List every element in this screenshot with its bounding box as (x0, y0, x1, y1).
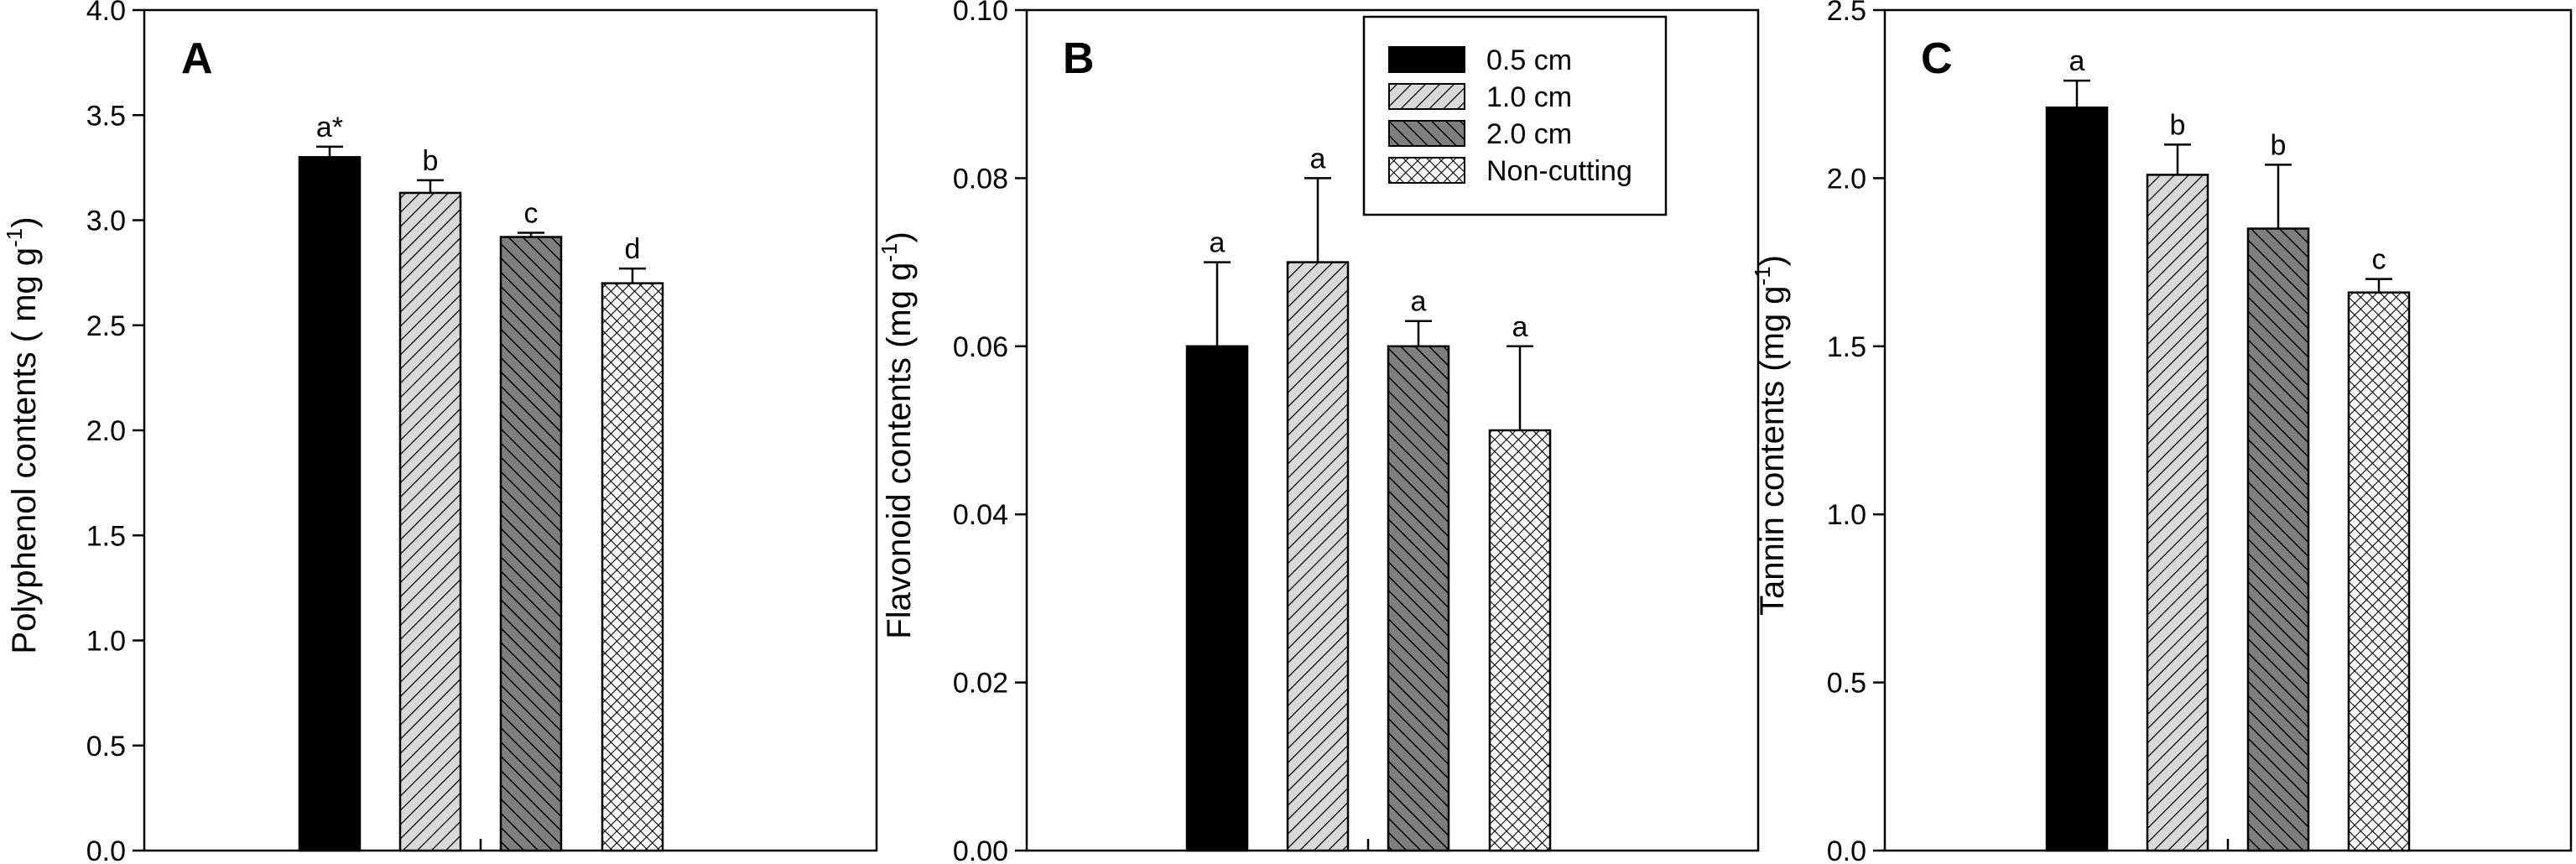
significance-label: a (1310, 143, 1326, 174)
legend-label-3: Non-cutting (1486, 155, 1632, 187)
bar (601, 282, 664, 852)
significance-label: c (2372, 244, 2386, 276)
significance-label: a (1512, 311, 1528, 343)
y-tick-label: 0.10 (953, 0, 1008, 27)
bar (499, 236, 563, 852)
panel-b-label: B (1063, 34, 1095, 83)
y-tick-label: 1.5 (86, 520, 126, 552)
legend: 0.5 cm 1.0 cm 2.0 cm Non-cutting (1362, 15, 1668, 216)
y-tick-label: 4.0 (86, 0, 126, 27)
bar (298, 156, 362, 852)
significance-label: b (2170, 109, 2186, 141)
y-tick-label: 0.0 (86, 835, 126, 864)
significance-label: a (1210, 227, 1226, 259)
chart-c: 0.0 0.5 1.0 1.5 2.0 2.5 a b b c (1827, 0, 2573, 864)
legend-swatch-solid (1388, 46, 1465, 73)
significance-label: b (2271, 129, 2287, 161)
panel-b-ylabel: Flavonoid contents (mg g-1) (877, 232, 918, 639)
y-tick-label: 2.5 (1827, 0, 1866, 27)
significance-label: a* (316, 112, 343, 143)
legend-label-2: 2.0 cm (1486, 118, 1572, 150)
legend-label-1: 1.0 cm (1486, 81, 1572, 113)
chart-a: 0.0 0.5 1.0 1.5 2.0 2.5 3.0 3.5 4.0 a* b c d (86, 0, 878, 864)
panel-c: Tannin contents (mg g-1) C (1750, 34, 1953, 616)
legend-swatch-dark-hatch (1388, 120, 1465, 147)
legend-swatch-crosshatch (1388, 157, 1465, 184)
y-tick-label: 3.5 (86, 100, 126, 132)
y-tick-label: 0.5 (1827, 668, 1866, 700)
y-tick-label: 1.0 (1827, 499, 1866, 531)
significance-label: a (2069, 45, 2085, 77)
bar (2246, 227, 2310, 852)
panel-a-label: A (181, 34, 213, 83)
panel-c-ylabel: Tannin contents (mg g-1) (1750, 255, 1791, 616)
y-tick-label: 0.0 (1827, 835, 1866, 864)
y-tick-label: 0.06 (953, 331, 1008, 363)
panel-c-label: C (1921, 34, 1953, 83)
y-tick-label: 1.5 (1827, 331, 1866, 363)
legend-label-0: 0.5 cm (1486, 44, 1572, 76)
plot-frame (1883, 8, 2573, 852)
y-tick-label: 1.0 (86, 626, 126, 658)
bar (1488, 429, 1552, 852)
legend-swatch-light-hatch (1388, 83, 1465, 110)
y-tick-label: 3.0 (86, 206, 126, 237)
y-tick-label: 0.5 (86, 731, 126, 763)
y-tick-label: 2.5 (86, 310, 126, 342)
bar (2146, 174, 2209, 852)
bar (1387, 345, 1450, 852)
panel-b: Flavonoid contents (mg g-1) B 0.5 cm 1.0… (877, 15, 1668, 639)
significance-label: d (625, 233, 641, 265)
panel-a-ylabel: Polyphenol contents ( mg g-1) (2, 216, 43, 653)
y-tick-label: 0.04 (953, 499, 1008, 531)
panel-a: Polyphenol contents ( mg g-1) A (2, 34, 213, 654)
bar (1286, 261, 1350, 852)
y-tick-label: 2.0 (86, 415, 126, 447)
chart-b: 0.00 0.02 0.04 0.06 0.08 0.10 a a a a (953, 0, 1760, 864)
y-tick-label: 0.00 (953, 835, 1008, 864)
significance-label: b (423, 145, 439, 177)
significance-label: a (1411, 286, 1427, 318)
y-tick-label: 0.02 (953, 668, 1008, 700)
bar (2347, 291, 2411, 852)
y-tick-label: 0.08 (953, 163, 1008, 195)
y-tick-label: 2.0 (1827, 163, 1866, 195)
significance-label: c (524, 198, 539, 230)
bar (1185, 345, 1249, 852)
bar (398, 191, 462, 852)
bar (2045, 106, 2109, 852)
